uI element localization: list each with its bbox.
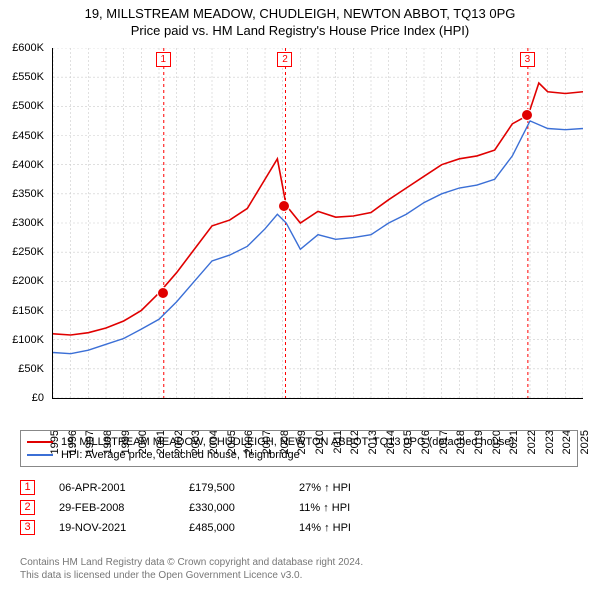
chart-container: 19, MILLSTREAM MEADOW, CHUDLEIGH, NEWTON… [0, 0, 600, 590]
y-tick-label: £600K [0, 42, 48, 54]
footer: Contains HM Land Registry data © Crown c… [20, 556, 363, 582]
y-tick-label: £350K [0, 188, 48, 200]
event-date: 29-FEB-2008 [59, 502, 189, 514]
event-row: 1 06-APR-2001 £179,500 27% ↑ HPI [20, 480, 351, 495]
chart-svg [53, 48, 583, 398]
legend-label: 19, MILLSTREAM MEADOW, CHUDLEIGH, NEWTON… [61, 436, 514, 448]
y-tick-label: £450K [0, 130, 48, 142]
event-date: 19-NOV-2021 [59, 522, 189, 534]
y-tick-label: £100K [0, 334, 48, 346]
y-tick-label: £150K [0, 305, 48, 317]
legend-label: HPI: Average price, detached house, Teig… [61, 449, 300, 461]
plot-area [52, 48, 583, 399]
event-date: 06-APR-2001 [59, 482, 189, 494]
event-delta: 11% ↑ HPI [299, 502, 350, 514]
y-tick-label: £400K [0, 159, 48, 171]
title-address: 19, MILLSTREAM MEADOW, CHUDLEIGH, NEWTON… [85, 6, 516, 21]
y-tick-label: £0 [0, 392, 48, 404]
legend-item: HPI: Average price, detached house, Teig… [27, 449, 571, 461]
event-delta: 27% ↑ HPI [299, 482, 351, 494]
y-tick-label: £550K [0, 71, 48, 83]
legend-item: 19, MILLSTREAM MEADOW, CHUDLEIGH, NEWTON… [27, 436, 571, 448]
footer-licence: This data is licensed under the Open Gov… [20, 569, 363, 582]
event-dot [157, 287, 169, 299]
x-tick-label: 2025 [579, 430, 591, 454]
event-delta: 14% ↑ HPI [299, 522, 351, 534]
y-tick-label: £200K [0, 275, 48, 287]
event-num: 3 [20, 520, 35, 535]
legend: 19, MILLSTREAM MEADOW, CHUDLEIGH, NEWTON… [20, 430, 578, 467]
event-badge: 2 [277, 52, 292, 67]
event-price: £179,500 [189, 482, 299, 494]
y-tick-label: £50K [0, 363, 48, 375]
footer-copyright: Contains HM Land Registry data © Crown c… [20, 556, 363, 569]
legend-swatch [27, 441, 53, 443]
y-tick-label: £300K [0, 217, 48, 229]
event-price: £485,000 [189, 522, 299, 534]
event-dot [278, 200, 290, 212]
event-num: 2 [20, 500, 35, 515]
title-subtitle: Price paid vs. HM Land Registry's House … [10, 23, 590, 40]
y-tick-label: £500K [0, 100, 48, 112]
event-badge: 3 [520, 52, 535, 67]
event-row: 3 19-NOV-2021 £485,000 14% ↑ HPI [20, 520, 351, 535]
y-tick-label: £250K [0, 246, 48, 258]
events-table: 1 06-APR-2001 £179,500 27% ↑ HPI 2 29-FE… [20, 475, 351, 540]
event-price: £330,000 [189, 502, 299, 514]
event-dot [521, 109, 533, 121]
legend-swatch [27, 454, 53, 456]
chart-title: 19, MILLSTREAM MEADOW, CHUDLEIGH, NEWTON… [0, 0, 600, 40]
event-badge: 1 [156, 52, 171, 67]
event-row: 2 29-FEB-2008 £330,000 11% ↑ HPI [20, 500, 351, 515]
event-num: 1 [20, 480, 35, 495]
